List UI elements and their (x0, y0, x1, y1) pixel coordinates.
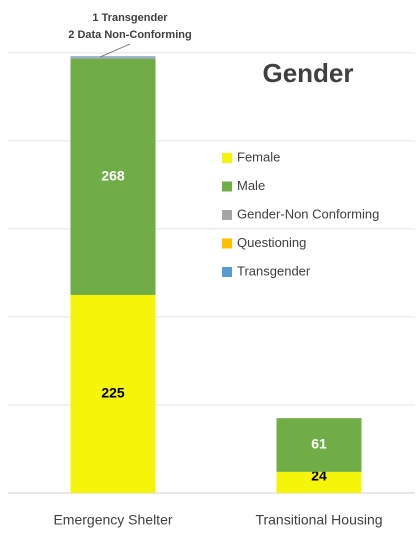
bar-segment (276, 418, 362, 472)
legend-swatch (222, 267, 232, 277)
legend-swatch (222, 181, 232, 192)
legend-swatch (222, 210, 232, 220)
x-tick-label: Emergency Shelter (53, 512, 172, 528)
legend-swatch (222, 153, 232, 163)
legend-label: Gender-Non Conforming (237, 206, 379, 221)
legend-label: Questioning (237, 235, 306, 250)
legend-label: Female (237, 149, 280, 164)
annotation: 1 Transgender (92, 12, 168, 24)
bar-segment (70, 294, 156, 493)
bar-segment (70, 58, 156, 295)
legend-label: Male (237, 178, 265, 193)
annotation: 2 Data Non-Conforming (68, 29, 191, 41)
bar-segment (70, 56, 156, 58)
annotation-leader (99, 43, 131, 58)
legend-label: Transgender (237, 263, 311, 278)
data-label: 225 (101, 385, 125, 401)
legend-swatch (222, 238, 232, 249)
data-label: 61 (311, 436, 327, 452)
x-tick-label: Transitional Housing (255, 512, 382, 528)
chart-title: Gender (262, 58, 353, 88)
data-label: 268 (101, 168, 125, 184)
bar-segment (70, 57, 156, 59)
bar-segment (276, 471, 362, 493)
